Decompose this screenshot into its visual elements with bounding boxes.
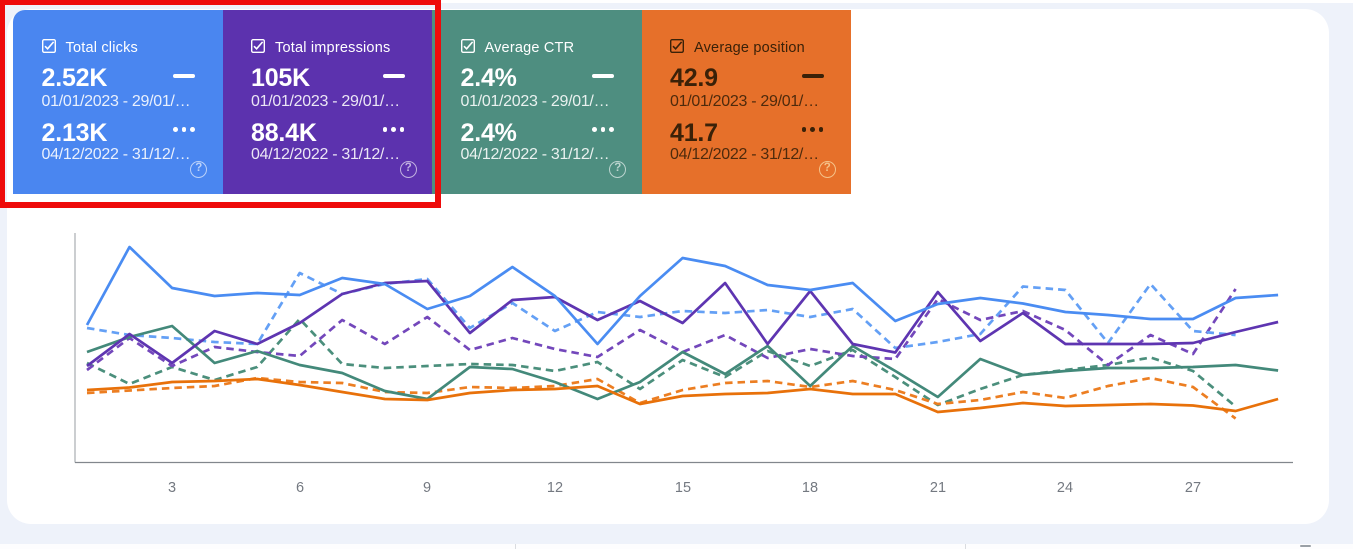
svg-text:21: 21 — [930, 480, 946, 496]
svg-text:3: 3 — [168, 480, 176, 496]
svg-text:6: 6 — [296, 480, 304, 496]
svg-text:24: 24 — [1057, 480, 1073, 496]
svg-text:12: 12 — [547, 480, 563, 496]
svg-text:27: 27 — [1185, 480, 1201, 496]
svg-text:9: 9 — [423, 480, 431, 496]
svg-text:15: 15 — [675, 480, 691, 496]
svg-text:18: 18 — [802, 480, 818, 496]
